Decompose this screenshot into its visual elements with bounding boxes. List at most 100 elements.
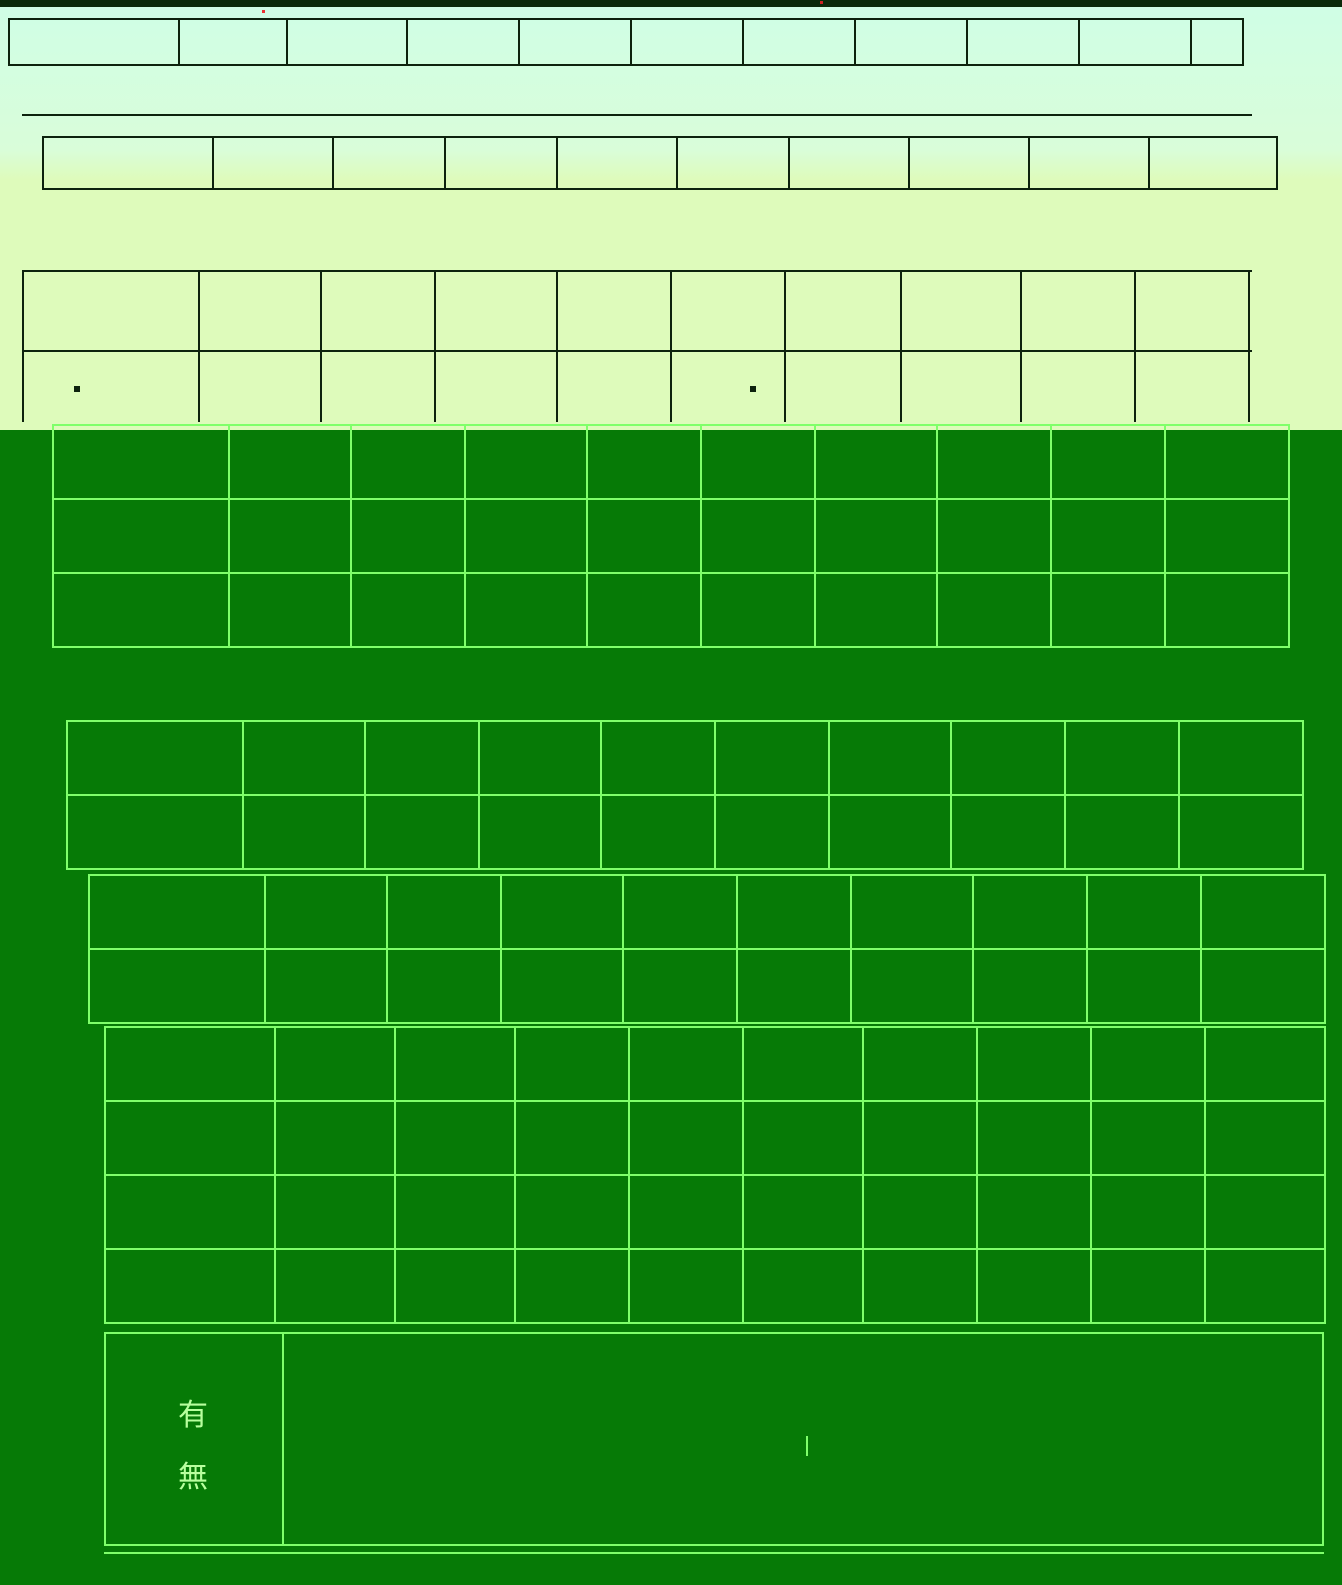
table-row <box>66 720 1304 796</box>
header-cell <box>518 18 632 66</box>
grid-cell <box>394 1248 516 1324</box>
subheader-cell <box>332 136 446 190</box>
column-line <box>22 272 24 422</box>
column-line <box>1134 272 1136 422</box>
grid-cell <box>1090 1174 1206 1250</box>
grid-cell <box>862 1248 978 1324</box>
grid-cell <box>500 948 624 1024</box>
grid-cell <box>274 1026 396 1102</box>
grid-cell <box>66 794 244 870</box>
grid-cell <box>700 424 816 500</box>
table-row <box>88 874 1326 950</box>
grid-cell <box>1050 498 1166 574</box>
marker-dot <box>74 386 80 392</box>
grid-cell <box>274 1100 396 1176</box>
grid-cell <box>274 1174 396 1250</box>
subheader-cell <box>42 136 214 190</box>
grid-cell <box>394 1174 516 1250</box>
grid-cell <box>500 874 624 950</box>
grid-cell <box>828 720 952 796</box>
table-row <box>104 1248 1326 1324</box>
section-rule <box>22 270 1252 272</box>
column-line <box>556 272 558 422</box>
header-cell <box>630 18 744 66</box>
grid-cell <box>628 1026 744 1102</box>
grid-cell <box>1204 1174 1326 1250</box>
grid-cell <box>742 1026 864 1102</box>
grid-cell <box>742 1248 864 1324</box>
grid-cell <box>242 720 366 796</box>
grid-cell <box>264 948 388 1024</box>
grid-cell <box>394 1026 516 1102</box>
grid-cell <box>478 720 602 796</box>
grid-cell <box>386 874 502 950</box>
grid-cell <box>828 794 952 870</box>
grid-cell <box>600 794 716 870</box>
grid-cell <box>622 874 738 950</box>
grid-cell <box>350 424 466 500</box>
glyph-top: 有 <box>178 1398 208 1433</box>
color-artifact <box>820 1 823 4</box>
grid-cell <box>950 794 1066 870</box>
data-grid-block <box>66 720 1304 870</box>
grid-cell <box>628 1100 744 1176</box>
subheader-cell <box>556 136 678 190</box>
grid-cell <box>228 572 352 648</box>
grid-cell <box>464 424 588 500</box>
grid-cell <box>862 1026 978 1102</box>
grid-cell <box>622 948 738 1024</box>
header-rule <box>22 114 1252 116</box>
column-line <box>434 272 436 422</box>
top-border-strip <box>0 0 1342 7</box>
column-line <box>1248 272 1250 422</box>
header-cell <box>1078 18 1192 66</box>
grid-cell <box>714 720 830 796</box>
grid-cell <box>514 1248 630 1324</box>
table-row <box>104 1026 1326 1102</box>
grid-cell <box>1090 1248 1206 1324</box>
grid-cell <box>386 948 502 1024</box>
grid-cell <box>1086 874 1202 950</box>
table-row <box>52 424 1290 500</box>
table-row <box>104 1174 1326 1250</box>
grid-cell <box>242 794 366 870</box>
subheader-cell <box>1028 136 1150 190</box>
grid-cell <box>464 572 588 648</box>
header-cell <box>8 18 180 66</box>
column-line <box>320 272 322 422</box>
grid-cell <box>600 720 716 796</box>
grid-cell <box>586 572 702 648</box>
grid-cell <box>1164 498 1290 574</box>
table-row <box>52 498 1290 574</box>
grid-cell <box>628 1248 744 1324</box>
subheader-cell <box>908 136 1030 190</box>
grid-cell <box>628 1174 744 1250</box>
grid-cell <box>1178 794 1304 870</box>
header-cell <box>966 18 1080 66</box>
grid-cell <box>350 572 466 648</box>
grid-cell <box>88 874 266 950</box>
subheader-row <box>42 136 1278 190</box>
grid-cell <box>1204 1100 1326 1176</box>
grid-cell <box>586 498 702 574</box>
grid-cell <box>478 794 602 870</box>
data-grid-block <box>52 424 1290 648</box>
header-cell <box>1190 18 1244 66</box>
grid-cell <box>52 498 230 574</box>
grid-cell <box>274 1248 396 1324</box>
grid-cell <box>1050 572 1166 648</box>
grid-cell <box>1178 720 1304 796</box>
header-cell <box>406 18 520 66</box>
grid-cell <box>1164 424 1290 500</box>
grid-cell <box>104 1026 276 1102</box>
marker-dot <box>750 386 756 392</box>
grid-cell <box>1200 874 1326 950</box>
grid-cell <box>862 1100 978 1176</box>
footer-rule <box>104 1552 1324 1554</box>
grid-cell <box>514 1100 630 1176</box>
grid-cell <box>700 572 816 648</box>
table-row <box>66 794 1304 870</box>
grid-cell <box>1200 948 1326 1024</box>
grid-cell <box>1090 1100 1206 1176</box>
grid-cell <box>742 1100 864 1176</box>
